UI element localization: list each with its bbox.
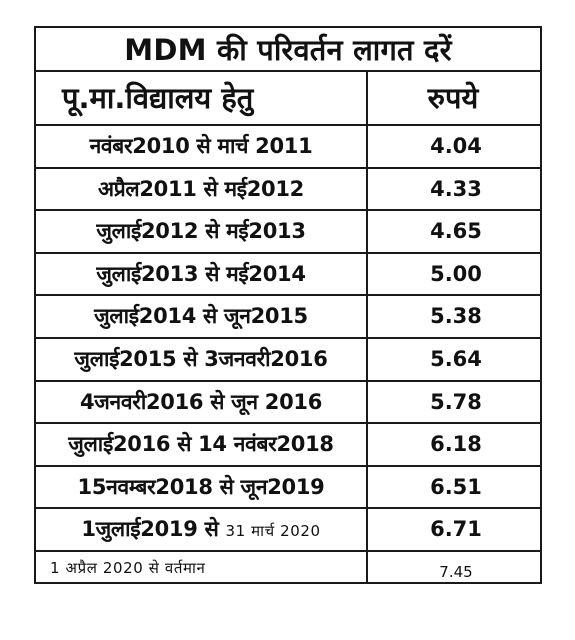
table-header-row: पू.मा.विद्यालय हेतु रुपये xyxy=(36,72,540,124)
header-period: पू.मा.विद्यालय हेतु xyxy=(62,81,254,115)
period-cell: 1जुलाई2019 से 31 मार्च 2020 xyxy=(36,509,366,550)
rate-cell: 5.64 xyxy=(430,346,482,371)
table-row: जुलाई2015 से 3जनवरी2016 5.64 xyxy=(36,336,540,380)
period-cell: 15नवम्बर2018 से जून2019 xyxy=(77,474,325,499)
period-cell: जुलाई2015 से 3जनवरी2016 xyxy=(74,346,328,371)
header-rate: रुपये xyxy=(427,81,479,115)
period-cell: जुलाई2012 से मई2013 xyxy=(96,219,306,244)
period-cell: नवंबर2010 से मार्च 2011 xyxy=(89,134,313,158)
table-row: 15नवम्बर2018 से जून2019 6.51 xyxy=(36,464,540,508)
period-cell: 4जनवरी2016 से जून 2016 xyxy=(79,389,323,414)
rate-cell: 4.33 xyxy=(430,176,482,201)
table-row: जुलाई2013 से मई2014 5.00 xyxy=(36,251,540,295)
table-title: MDM की परिवर्तन लागत दरें xyxy=(36,28,540,72)
rate-table: MDM की परिवर्तन लागत दरें पू.मा.विद्यालय… xyxy=(34,26,542,584)
rate-cell: 5.38 xyxy=(430,304,482,329)
rate-cell: 6.18 xyxy=(430,432,482,457)
period-start-text: 1जुलाई2019 से xyxy=(81,517,219,542)
table-row: अप्रैल2011 से मई2012 4.33 xyxy=(36,166,540,210)
table-row: जुलाई2014 से जून2015 5.38 xyxy=(36,294,540,337)
table-row: जुलाई2012 से मई2013 4.65 xyxy=(36,209,540,252)
table-row: जुलाई2016 से 14 नवंबर2018 6.18 xyxy=(36,422,540,465)
rate-cell: 4.04 xyxy=(430,134,482,158)
rate-cell: 6.51 xyxy=(430,474,482,499)
column-divider xyxy=(366,72,368,584)
table-row: 1जुलाई2019 से 31 मार्च 2020 6.71 xyxy=(36,507,540,550)
table-body: नवंबर2010 से मार्च 2011 4.04 अप्रैल2011 … xyxy=(36,124,540,586)
period-cell: जुलाई2014 से जून2015 xyxy=(94,304,308,329)
period-cell: अप्रैल2011 से मई2012 xyxy=(97,176,304,201)
period-cell-current: 1 अप्रैल 2020 से वर्तमान xyxy=(50,558,206,577)
table-row: नवंबर2010 से मार्च 2011 4.04 xyxy=(36,124,540,167)
rate-cell: 5.78 xyxy=(430,389,482,414)
period-cell: जुलाई2016 से 14 नवंबर2018 xyxy=(68,432,334,457)
rate-cell: 6.71 xyxy=(430,517,482,542)
period-end-text: 31 मार्च 2020 xyxy=(225,522,321,541)
rate-cell-current: 7.45 xyxy=(439,562,473,581)
period-cell: जुलाई2013 से मई2014 xyxy=(96,261,306,286)
table-row-current: 1 अप्रैल 2020 से वर्तमान 7.45 xyxy=(36,549,540,586)
table-row: 4जनवरी2016 से जून 2016 5.78 xyxy=(36,379,540,423)
rate-cell: 5.00 xyxy=(430,261,482,286)
rate-cell: 4.65 xyxy=(430,219,482,244)
